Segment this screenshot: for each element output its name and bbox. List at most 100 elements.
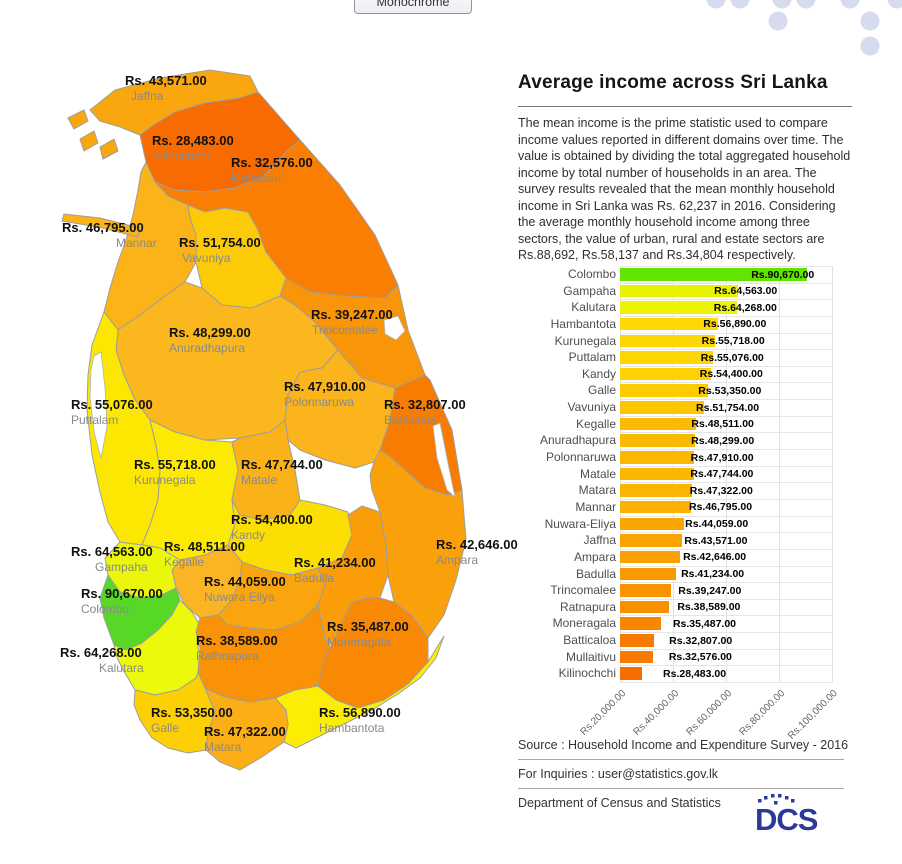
row-separator (620, 565, 833, 567)
map-district-label-colombo: Colombo (81, 602, 130, 616)
bar-kurunegala[interactable] (620, 334, 715, 348)
bar-matale[interactable] (620, 467, 694, 481)
district-island[interactable] (79, 130, 99, 152)
chart-category-anuradhapura: Anuradhapura (539, 433, 616, 448)
bar-value-kurunegala: Rs.55,718.00 (701, 335, 765, 348)
batticaloa-lagoon (432, 422, 456, 498)
bar-jaffna[interactable] (620, 534, 683, 547)
bar-galle[interactable] (620, 384, 709, 397)
map-value-label-matale: Rs. 47,744.00 (241, 457, 323, 472)
row-separator (620, 648, 833, 650)
district-shape-hambantota[interactable] (274, 635, 445, 749)
bar-value-hambantota: Rs.56,890.00 (703, 318, 767, 331)
map-value-label-mullaitivu: Rs. 32,576.00 (231, 155, 313, 170)
district-shape-trincomalee[interactable] (279, 277, 426, 389)
row-separator (620, 432, 833, 434)
bar-puttalam[interactable] (620, 351, 713, 364)
district-island[interactable] (67, 109, 89, 130)
map-value-label-kilinochchi: Rs. 28,483.00 (152, 133, 234, 148)
row-separator (620, 615, 833, 617)
bar-trincomalee[interactable] (620, 584, 671, 597)
bar-moneragala[interactable] (620, 617, 662, 630)
map-district-label-kandy: Kandy (231, 528, 266, 542)
district-shape-ampara[interactable] (369, 449, 467, 639)
inquiries-text[interactable]: For Inquiries : user@statistics.gov.lk (518, 767, 719, 781)
bar-vavuniya[interactable] (620, 401, 705, 414)
district-island-mannar[interactable] (61, 213, 141, 238)
bar-value-kandy: Rs.54,400.00 (699, 368, 763, 381)
bar-polonnaruwa[interactable] (620, 451, 694, 464)
map-district-label-trincomalee: Trincomalee (312, 323, 378, 337)
row-separator (620, 266, 833, 267)
map-value-label-jaffna: Rs. 43,571.00 (125, 73, 207, 88)
puttalam-lagoon (89, 351, 108, 459)
bar-kalutara[interactable] (620, 301, 738, 314)
district-island[interactable] (99, 138, 119, 160)
map-value-label-nuwara-eliya: Rs. 44,059.00 (204, 574, 286, 589)
map-value-label-colombo: Rs. 90,670.00 (81, 586, 163, 601)
x-axis-tick: Rs.100,000.00 (785, 688, 840, 742)
bar-batticaloa[interactable] (620, 634, 654, 647)
description-text: The mean income is the prime statistic u… (518, 116, 851, 262)
map-district-label-mannar: Mannar (116, 236, 157, 250)
bar-colombo[interactable] (620, 268, 808, 281)
bar-value-matale: Rs.47,744.00 (690, 468, 754, 481)
chart-category-puttalam: Puttalam (568, 350, 616, 365)
map-value-label-gampaha: Rs. 64,563.00 (71, 544, 153, 559)
map-district-label-kegalle: Kegalle (164, 555, 205, 569)
chart-category-batticaloa: Batticaloa (563, 633, 616, 648)
map-district-label-ampara: Ampara (436, 553, 479, 567)
bar-matara[interactable] (620, 484, 693, 497)
chart-category-colombo: Colombo (567, 267, 616, 281)
bar-hambantota[interactable] (620, 317, 718, 331)
bar-mannar[interactable] (620, 500, 691, 514)
map-district-label-matara: Matara (204, 740, 242, 754)
map-district-label-vavuniya: Vavuniya (182, 251, 231, 265)
chart-category-ampara: Ampara (573, 549, 616, 564)
map-value-label-batticaloa: Rs. 32,807.00 (384, 397, 466, 412)
map-district-label-galle: Galle (151, 721, 180, 735)
row-separator (620, 415, 833, 417)
bar-badulla[interactable] (620, 567, 677, 581)
bar-mullaitivu[interactable] (620, 650, 654, 664)
bar-value-ratnapura: Rs.38,589.00 (677, 601, 741, 614)
map-value-label-vavuniya: Rs. 51,754.00 (179, 235, 261, 250)
district-shape-kalutara[interactable] (113, 599, 205, 696)
dcs-logo: DCS (750, 792, 840, 850)
map-value-label-moneragala: Rs. 35,487.00 (327, 619, 409, 634)
bar-kilinochchi[interactable] (620, 667, 643, 680)
bar-anuradhapura[interactable] (620, 434, 695, 447)
bar-kandy[interactable] (620, 367, 712, 381)
map-district-label-kilinochchi: Kilinochchi (152, 149, 210, 163)
map-district-label-kalutara: Kalutara (99, 661, 144, 675)
chart-category-nuwara-eliya: Nuwara-Eliya (544, 516, 616, 531)
bar-value-vavuniya: Rs.51,754.00 (696, 401, 760, 414)
map-district-label-mullaitivu: Mullaitivu (231, 171, 282, 185)
bar-value-nuwara-eliya: Rs.44,059.00 (685, 518, 749, 531)
bar-ratnapura[interactable] (620, 600, 670, 614)
gridline (726, 266, 727, 682)
gridline (832, 266, 833, 682)
bar-kegalle[interactable] (620, 417, 696, 431)
page-title: Average income across Sri Lanka (518, 72, 828, 93)
bar-ampara[interactable] (620, 550, 680, 564)
chart-category-galle: Galle (587, 383, 616, 398)
bar-nuwara-eliya[interactable] (620, 517, 684, 531)
map-district-label-nuwara-eliya: Nuwara Eliya (204, 590, 275, 604)
dcs-logo-dots (758, 794, 795, 805)
chart-category-matale: Matale (579, 466, 616, 481)
row-separator (620, 365, 833, 367)
bar-value-kalutara: Rs.64,268.00 (713, 301, 777, 314)
map-value-label-kegalle: Rs. 48,511.00 (164, 539, 245, 554)
department-text: Department of Census and Statistics (518, 796, 721, 810)
map-district-label-ratnapura: Rathnapura (196, 649, 259, 663)
bar-value-gampaha: Rs.64,563.00 (714, 285, 778, 298)
district-shape-galle[interactable] (133, 671, 216, 754)
map-district-label-anuradhapura: Anuradhapura (169, 341, 246, 355)
bar-gampaha[interactable] (620, 284, 739, 298)
chart-category-badulla: Badulla (575, 566, 616, 581)
row-separator (620, 548, 833, 550)
chart-category-kegalle: Kegalle (575, 416, 616, 431)
monochrome-button[interactable]: Monochrome (354, 0, 472, 14)
